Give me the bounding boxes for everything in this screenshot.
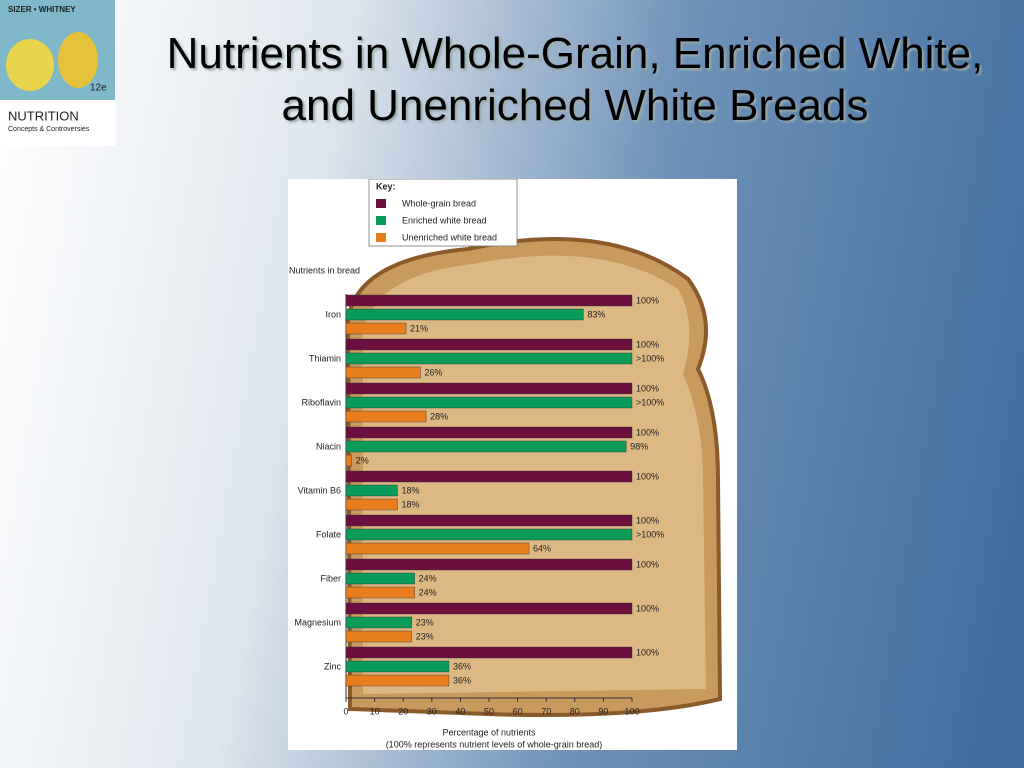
y-tick-label: Magnesium <box>294 617 341 627</box>
y-tick-label: Thiamin <box>309 353 341 363</box>
logo-edition: 12e <box>90 83 107 94</box>
x-tick-label: 80 <box>570 706 580 716</box>
logo-subtitle: Concepts & Controversies <box>8 126 90 133</box>
x-axis-note: (100% represents nutrient levels of whol… <box>386 739 603 749</box>
y-tick-label: Zinc <box>324 661 342 671</box>
bar <box>345 454 352 467</box>
bar <box>345 660 450 673</box>
x-tick-label: 0 <box>343 706 348 716</box>
x-tick-label: 30 <box>427 706 437 716</box>
chart: Key: Nutrients in bread Percentage of nu… <box>288 179 737 750</box>
slide-title: Nutrients in Whole-Grain, Enriched White… <box>166 29 984 130</box>
bar <box>345 674 450 687</box>
y-tick-label: Folate <box>316 529 341 539</box>
value-label: 100% <box>636 383 659 393</box>
value-label: 100% <box>636 603 659 613</box>
value-label: 100% <box>636 515 659 525</box>
y-tick-label: Iron <box>325 309 341 319</box>
y-axis-label: Nutrients in bread <box>289 265 360 275</box>
value-label: 98% <box>630 441 648 451</box>
logo-authors: SIZER • WHITNEY <box>8 5 76 14</box>
value-label: 36% <box>453 661 471 671</box>
bar <box>345 338 633 351</box>
legend-label: Whole-grain bread <box>402 198 476 208</box>
bar <box>345 646 633 659</box>
bar <box>345 440 627 453</box>
bar <box>345 630 412 643</box>
bar <box>345 470 633 483</box>
value-label: 24% <box>419 587 437 597</box>
value-label: 26% <box>424 367 442 377</box>
x-tick-label: 20 <box>398 706 408 716</box>
legend-label: Enriched white bread <box>402 215 487 225</box>
bar <box>345 498 398 511</box>
legend-swatch <box>376 233 386 242</box>
logo-brand: NUTRITION <box>8 108 79 123</box>
bar <box>345 308 584 321</box>
value-label: 24% <box>419 573 437 583</box>
y-tick-label: Fiber <box>320 573 341 583</box>
bar <box>345 382 633 395</box>
value-label: 100% <box>636 647 659 657</box>
value-label: 18% <box>401 499 419 509</box>
value-label: >100% <box>636 397 664 407</box>
bar <box>345 542 530 555</box>
logo-art: SIZER • WHITNEY 12e NUTRITION Concepts &… <box>0 0 115 146</box>
bar <box>345 616 412 629</box>
bar <box>345 426 633 439</box>
book-logo: SIZER • WHITNEY 12e NUTRITION Concepts &… <box>0 0 115 146</box>
legend-swatch <box>376 216 386 225</box>
value-label: 28% <box>430 411 448 421</box>
y-tick-label: Riboflavin <box>301 397 341 407</box>
bar <box>345 294 633 307</box>
y-tick-label: Niacin <box>316 441 341 451</box>
value-label: 18% <box>401 485 419 495</box>
value-label: 83% <box>587 309 605 319</box>
bar <box>345 484 398 497</box>
value-label: 64% <box>533 543 551 553</box>
bar <box>345 366 421 379</box>
value-label: 100% <box>636 559 659 569</box>
value-label: 100% <box>636 339 659 349</box>
legend-swatch <box>376 199 386 208</box>
value-label: 100% <box>636 471 659 481</box>
x-tick-label: 90 <box>598 706 608 716</box>
value-label: 36% <box>453 675 471 685</box>
x-tick-label: 50 <box>484 706 494 716</box>
bar <box>345 586 415 599</box>
x-axis-label: Percentage of nutrients <box>442 727 536 737</box>
bar <box>345 322 407 335</box>
value-label: 23% <box>416 617 434 627</box>
value-label: 2% <box>356 455 369 465</box>
bar <box>345 528 633 541</box>
bar <box>345 352 633 365</box>
y-tick-label: Vitamin B6 <box>298 485 341 495</box>
bar <box>345 558 633 571</box>
bar <box>345 410 427 423</box>
value-label: 100% <box>636 295 659 305</box>
value-label: 23% <box>416 631 434 641</box>
value-label: >100% <box>636 353 664 363</box>
bar <box>345 514 633 527</box>
bar <box>345 572 415 585</box>
x-tick-label: 100 <box>624 706 639 716</box>
x-tick-label: 40 <box>455 706 465 716</box>
legend-box <box>368 179 518 247</box>
x-tick-label: 70 <box>541 706 551 716</box>
bar <box>345 602 633 615</box>
value-label: >100% <box>636 529 664 539</box>
bar <box>345 396 633 409</box>
x-tick-label: 60 <box>513 706 523 716</box>
legend-title: Key: <box>376 181 396 191</box>
value-label: 21% <box>410 323 428 333</box>
legend-label: Unenriched white bread <box>402 232 497 242</box>
x-tick-label: 10 <box>370 706 380 716</box>
value-label: 100% <box>636 427 659 437</box>
